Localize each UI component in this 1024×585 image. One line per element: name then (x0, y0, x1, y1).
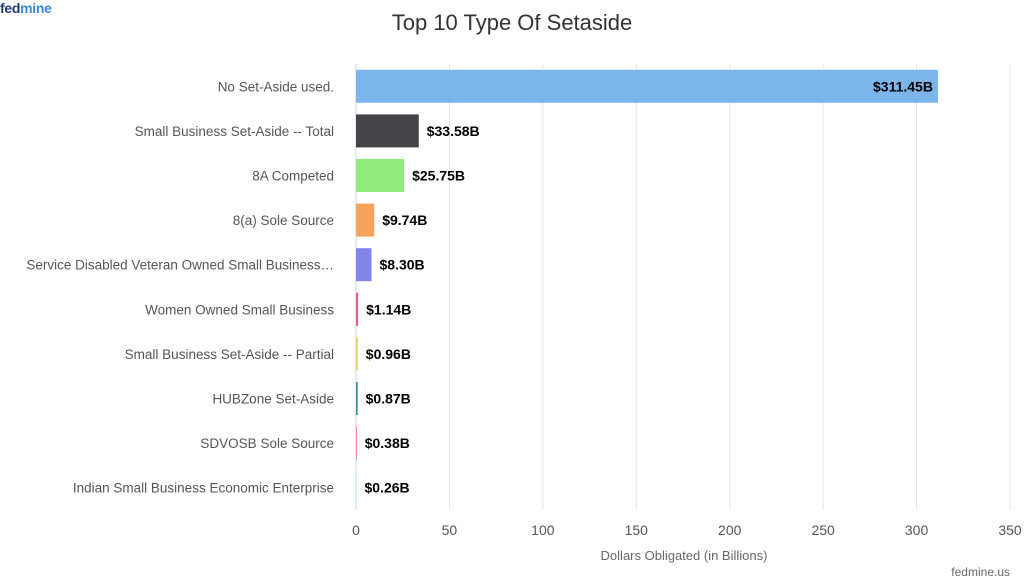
bar-7 (356, 337, 358, 371)
category-label-3: 8A Competed (252, 169, 334, 184)
x-tick-label-150: 150 (625, 522, 649, 538)
data-label-10: $0.26B (364, 480, 409, 496)
category-label-4: 8(a) Sole Source (233, 213, 334, 228)
category-label-10: Indian Small Business Economic Enterpris… (73, 481, 334, 496)
data-label-9: $0.38B (365, 435, 410, 451)
data-label-1: $311.45B (873, 78, 933, 94)
data-label-3: $25.75B (412, 168, 465, 184)
x-tick-label-200: 200 (718, 522, 742, 538)
data-label-5: $8.30B (380, 257, 425, 273)
bar-9 (356, 426, 357, 460)
x-tick-label-350: 350 (998, 522, 1022, 538)
chart-title: Top 10 Type Of Setaside (391, 10, 633, 35)
category-label-8: HUBZone Set-Aside (212, 392, 334, 407)
category-label-1: No Set-Aside used. (218, 79, 334, 94)
fedmine-logo: fedmine (0, 0, 52, 16)
x-tick-label-0: 0 (352, 522, 360, 538)
data-label-7: $0.96B (366, 346, 411, 362)
data-label-6: $1.14B (366, 301, 411, 317)
category-label-9: SDVOSB Sole Source (200, 436, 334, 451)
bar-5 (356, 248, 372, 282)
category-label-6: Women Owned Small Business (145, 302, 334, 317)
category-label-5: Service Disabled Veteran Owned Small Bus… (26, 258, 334, 273)
logo-part-mine: mine (20, 0, 52, 16)
x-tick-label-300: 300 (905, 522, 929, 538)
bar-3 (356, 159, 405, 192)
data-label-4: $9.74B (382, 212, 427, 228)
x-tick-label-250: 250 (811, 522, 835, 538)
bar-1 (356, 69, 938, 103)
data-label-8: $0.87B (366, 391, 411, 407)
category-label-2: Small Business Set-Aside -- Total (135, 124, 334, 139)
x-tick-label-100: 100 (531, 522, 555, 538)
category-label-7: Small Business Set-Aside -- Partial (125, 347, 334, 362)
bar-6 (356, 292, 359, 326)
data-label-2: $33.58B (427, 123, 480, 139)
bar-8 (356, 382, 358, 415)
x-axis-title: Dollars Obligated (in Billions) (601, 548, 768, 563)
bar-4 (356, 203, 375, 237)
x-tick-label-50: 50 (442, 522, 458, 538)
logo-part-fed: fed (0, 0, 21, 16)
bar-2 (356, 114, 419, 148)
watermark: fedmine.us (951, 565, 1010, 579)
